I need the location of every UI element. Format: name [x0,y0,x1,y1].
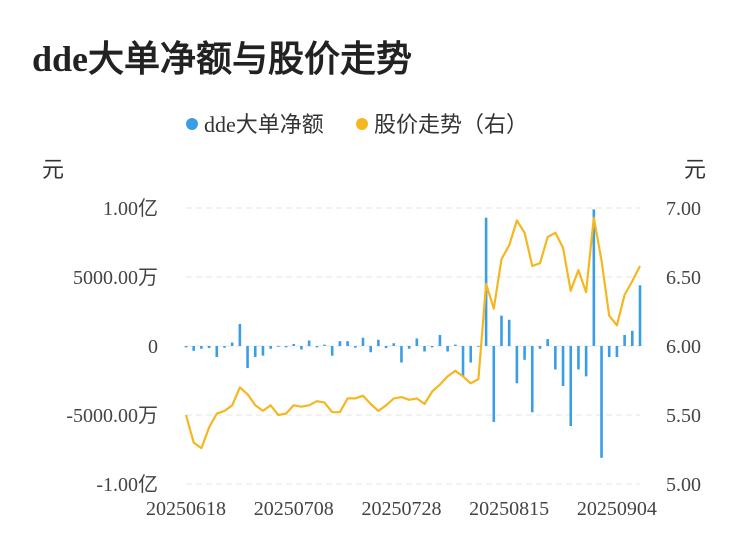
dde-bar[interactable] [515,346,519,384]
y-left-tick-label: 0 [148,336,158,358]
y-right-tick-label: 6.00 [666,336,701,358]
dde-bar[interactable] [638,285,642,346]
dde-bar[interactable] [369,346,372,353]
dde-bar[interactable] [223,346,226,348]
left-axis-unit: 元 [42,157,64,182]
dde-bar[interactable] [361,337,365,346]
dde-bar[interactable] [400,346,403,363]
dde-bar[interactable] [607,346,611,358]
dde-bar[interactable] [430,346,434,348]
dde-bar[interactable] [246,346,249,369]
dde-bar[interactable] [484,217,488,346]
y-right-tick-label: 6.50 [666,267,701,289]
dde-bar[interactable] [277,346,280,347]
legend-marker-dde [186,118,198,130]
legend-label-price[interactable]: 股价走势（右） [374,112,528,137]
x-tick-label: 20250904 [577,498,657,520]
dde-bar[interactable] [238,323,242,346]
dde-bar[interactable] [507,319,511,346]
y-left-tick-label: 5000.00万 [73,267,158,289]
dde-bar[interactable] [307,340,311,346]
legend-label-dde[interactable]: dde大单净额 [204,112,324,137]
dde-bar[interactable] [523,346,526,360]
dde-bar[interactable] [192,346,195,351]
right-axis-unit: 元 [684,157,706,182]
price-line[interactable] [184,216,641,450]
dde-bar[interactable] [407,346,411,349]
dde-bar[interactable] [546,339,549,346]
dde-bar[interactable] [446,346,449,352]
dde-bar[interactable] [500,315,503,346]
dde-bar[interactable] [269,346,272,349]
dde-bar[interactable] [253,346,257,358]
dde-bar[interactable] [454,344,457,346]
dde-bar[interactable] [300,346,303,350]
dde-bar[interactable] [492,346,496,422]
dde-bar[interactable] [561,346,565,387]
dde-bar[interactable] [384,346,388,349]
legend-marker-price [356,118,368,130]
dde-bar[interactable] [392,343,396,346]
dde-bar[interactable] [292,343,296,346]
dde-bar[interactable] [631,330,634,346]
dde-bar[interactable] [538,346,542,349]
dde-bar[interactable] [338,341,342,346]
y-right-tick-label: 5.00 [666,474,701,496]
dde-bar[interactable] [184,346,188,348]
page-title: dde大单净额与股价走势 [32,39,413,79]
dde-bar[interactable] [215,346,219,358]
dde-bar[interactable] [415,338,419,346]
dde-bar[interactable] [323,344,326,346]
x-tick-label: 20250728 [361,498,441,520]
dde-bar[interactable] [261,346,265,356]
dde-bar[interactable] [461,346,465,377]
dde-bar[interactable] [200,346,203,349]
x-tick-label: 20250815 [469,498,549,520]
dde-bar[interactable] [577,346,580,370]
x-tick-label: 20250618 [146,498,226,520]
dde-bar[interactable] [315,346,319,348]
dde-bar[interactable] [284,346,288,348]
dde-bar[interactable] [584,346,588,377]
dde-bar[interactable] [554,346,557,370]
y-left-tick-label: -1.00亿 [96,473,158,496]
dde-bar[interactable] [600,346,603,458]
dde-bar[interactable] [592,209,596,346]
dde-bar[interactable] [569,346,573,427]
y-left-tick-label: -5000.00万 [66,405,158,427]
dde-bar[interactable] [438,334,442,346]
dde-bar[interactable] [377,339,380,346]
dde-bar[interactable] [623,334,626,346]
dde-bar[interactable] [330,346,334,356]
y-left-tick-label: 1.00亿 [103,197,158,220]
y-right-tick-label: 7.00 [666,198,701,220]
dde-bar[interactable] [530,346,534,413]
dde-bar[interactable] [230,342,234,346]
dde-bar[interactable] [615,346,619,358]
legend: dde大单净额 股价走势（右） [186,112,528,137]
dde-bar[interactable] [477,346,480,347]
dde-bar[interactable] [346,341,349,346]
x-tick-label: 20250708 [254,498,334,520]
dde-bar[interactable] [207,346,211,349]
dde-bar[interactable] [469,346,473,363]
y-right-tick-label: 5.50 [666,405,701,427]
dde-bar[interactable] [423,346,426,352]
dde-bar[interactable] [353,346,357,348]
